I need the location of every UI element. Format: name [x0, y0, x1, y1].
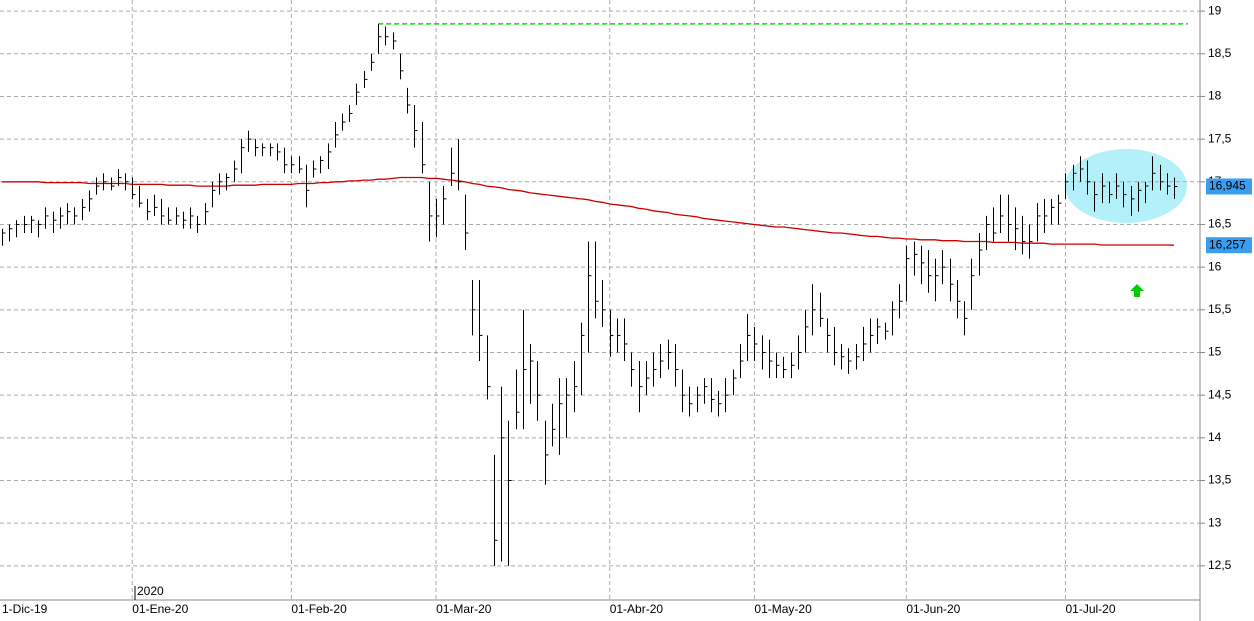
- x-tick-label: 01-Ene-20: [132, 602, 188, 616]
- x-tick-label: 01-Feb-20: [291, 602, 347, 616]
- x-tick-label: 01-Mar-20: [436, 602, 492, 616]
- price-label: 16,257: [1209, 237, 1246, 251]
- price-label-box: [1206, 237, 1252, 254]
- x-tick-label: 01-Jun-20: [906, 602, 960, 616]
- y-tick-label: 18: [1208, 89, 1222, 103]
- y-tick-label: 12,5: [1208, 558, 1232, 572]
- y-tick-label: 16,5: [1208, 217, 1232, 231]
- y-tick-label: 14,5: [1208, 387, 1232, 401]
- x-tick-label: 01-Abr-20: [610, 602, 664, 616]
- highlight-ellipse: [1065, 149, 1187, 223]
- x-tick-label: 01-May-20: [754, 602, 812, 616]
- y-tick-label: 13: [1208, 515, 1222, 529]
- y-tick-label: 17,5: [1208, 131, 1232, 145]
- marks: [2, 23, 1188, 566]
- price-label: 16,945: [1209, 179, 1246, 193]
- y-tick-label: 13,5: [1208, 473, 1232, 487]
- moving-average: [2, 176, 1175, 246]
- y-tick-label: 19: [1208, 3, 1222, 17]
- x-tick-label: 01-Jul-20: [1065, 602, 1115, 616]
- y-tick-label: 14: [1208, 430, 1222, 444]
- y-tick-label: 18,5: [1208, 46, 1232, 60]
- up-arrow: [1130, 284, 1144, 297]
- price-label-box: [1206, 178, 1252, 195]
- year-label: 2020: [137, 584, 164, 598]
- y-tick-label: 15,5: [1208, 302, 1232, 316]
- x-tick-label: 1-Dic-19: [2, 602, 48, 616]
- y-tick-label: 16: [1208, 259, 1222, 273]
- y-tick-label: 15: [1208, 345, 1222, 359]
